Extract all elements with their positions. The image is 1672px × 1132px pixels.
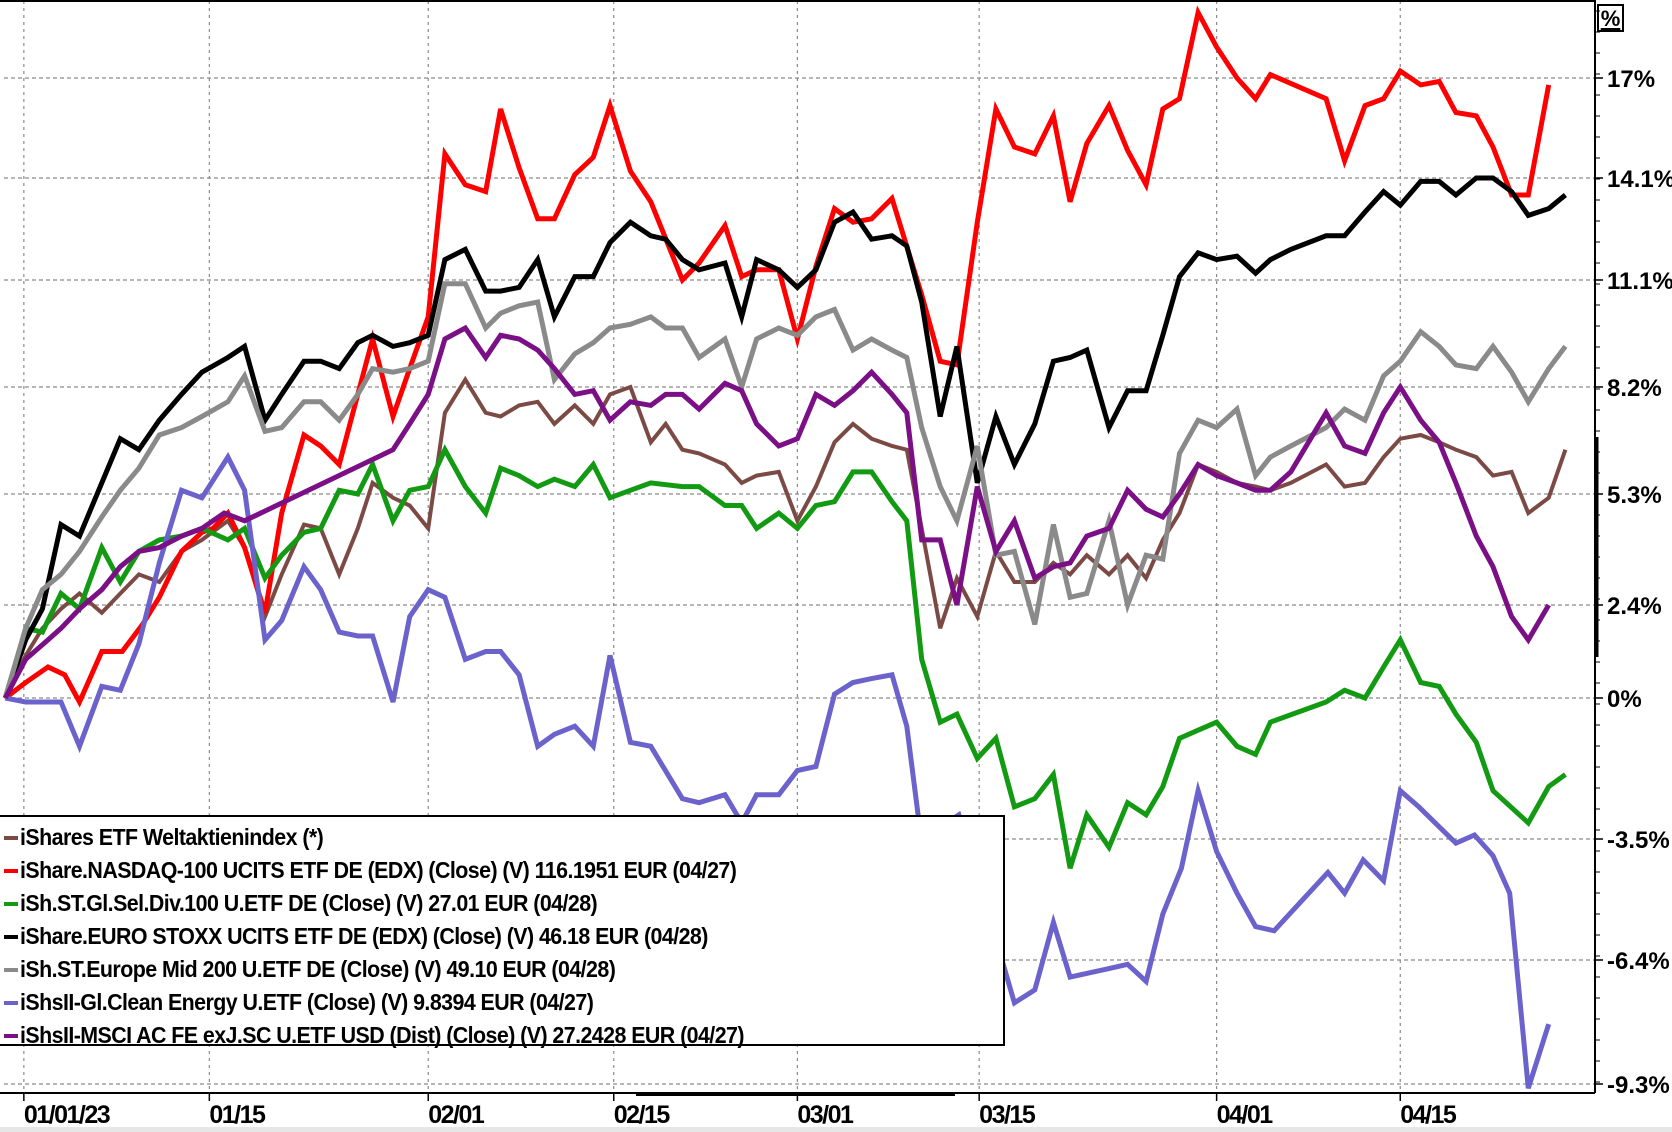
bottom-strip bbox=[0, 1127, 1672, 1132]
legend-label: iSh.ST.Europe Mid 200 U.ETF DE (Close) (… bbox=[20, 956, 616, 982]
legend-swatch bbox=[4, 868, 18, 873]
legend-label: iShsII-Gl.Clean Energy U.ETF (Close) (V)… bbox=[20, 989, 594, 1015]
y-tick-label: -9.3% bbox=[1607, 1072, 1670, 1099]
legend-label: iShare.NASDAQ-100 UCITS ETF DE (EDX) (Cl… bbox=[20, 857, 737, 883]
y-tick-label: 14.1% bbox=[1607, 166, 1672, 193]
legend-swatch bbox=[4, 934, 18, 939]
legend-item: iShare.NASDAQ-100 UCITS ETF DE (EDX) (Cl… bbox=[0, 854, 1003, 887]
series-line-4 bbox=[2, 281, 1568, 699]
legend-item: iShsII-MSCI AC FE exJ.SC U.ETF USD (Dist… bbox=[0, 1019, 1003, 1052]
y-tick-label: 5.3% bbox=[1607, 482, 1662, 509]
legend-item: iShsII-Gl.Clean Energy U.ETF (Close) (V)… bbox=[0, 986, 1003, 1019]
legend-item: iShares ETF Weltaktienindex (*) bbox=[0, 821, 1003, 854]
series-line-3 bbox=[2, 175, 1567, 699]
y-tick-label: 11.1% bbox=[1607, 268, 1672, 295]
x-tick-label: 02/01 bbox=[428, 1101, 485, 1129]
y-tick-label: -3.5% bbox=[1607, 827, 1670, 854]
legend-item: iShare.EURO STOXX UCITS ETF DE (EDX) (Cl… bbox=[0, 920, 1003, 953]
x-tick-label: 03/01 bbox=[797, 1101, 854, 1129]
y-tick-label: 8.2% bbox=[1607, 375, 1662, 402]
y-tick-label: 17% bbox=[1607, 66, 1655, 93]
x-tick-label: 01/01/23 bbox=[24, 1101, 110, 1129]
y-tick-label: 0% bbox=[1607, 686, 1642, 713]
legend-swatch bbox=[4, 835, 18, 840]
series-lines bbox=[2, 5, 1568, 1090]
x-axis-ticks: 01/01/23 01/15 02/01 02/15 03/01 03/15 04/01 04… bbox=[23, 1093, 1458, 1129]
legend-item: iSh.ST.Gl.Sel.Div.100 U.ETF DE (Close) (… bbox=[0, 887, 1003, 920]
legend-swatch bbox=[4, 901, 18, 906]
legend-item: iSh.ST.Europe Mid 200 U.ETF DE (Close) (… bbox=[0, 953, 1003, 986]
x-tick-label: 03/15 bbox=[979, 1101, 1036, 1129]
series-line-1 bbox=[3, 5, 1552, 708]
y-axis-ticks: 17% 14.1% 11.1% 8.2% 5.3% 2.4% 0% -3.5% -6.4% -9.… bbox=[1595, 10, 1672, 1099]
series-line-2 bbox=[2, 444, 1567, 869]
legend-swatch bbox=[4, 1000, 18, 1005]
y-tick-label: -6.4% bbox=[1607, 948, 1670, 975]
series-line-0 bbox=[3, 375, 1568, 699]
y-tick-label: 2.4% bbox=[1607, 593, 1662, 620]
x-tick-label: 04/15 bbox=[1400, 1101, 1457, 1129]
legend-label: iShare.EURO STOXX UCITS ETF DE (EDX) (Cl… bbox=[20, 923, 708, 949]
x-tick-label: 04/01 bbox=[1217, 1101, 1274, 1129]
series-line-5 bbox=[4, 452, 1552, 1090]
series-line-6 bbox=[3, 324, 1551, 700]
legend-swatch bbox=[4, 1033, 18, 1038]
x-tick-label: 02/15 bbox=[614, 1101, 671, 1129]
y-unit-label: % bbox=[1597, 4, 1624, 32]
legend-label: iSh.ST.Gl.Sel.Div.100 U.ETF DE (Close) (… bbox=[20, 890, 598, 916]
legend-swatch bbox=[4, 967, 18, 972]
chart-legend: iShares ETF Weltaktienindex (*) iShare.NA… bbox=[0, 815, 1005, 1048]
x-tick-label: 01/15 bbox=[209, 1101, 266, 1129]
legend-label: iShsII-MSCI AC FE exJ.SC U.ETF USD (Dist… bbox=[20, 1022, 745, 1048]
legend-label: iShares ETF Weltaktienindex (*) bbox=[20, 824, 324, 850]
